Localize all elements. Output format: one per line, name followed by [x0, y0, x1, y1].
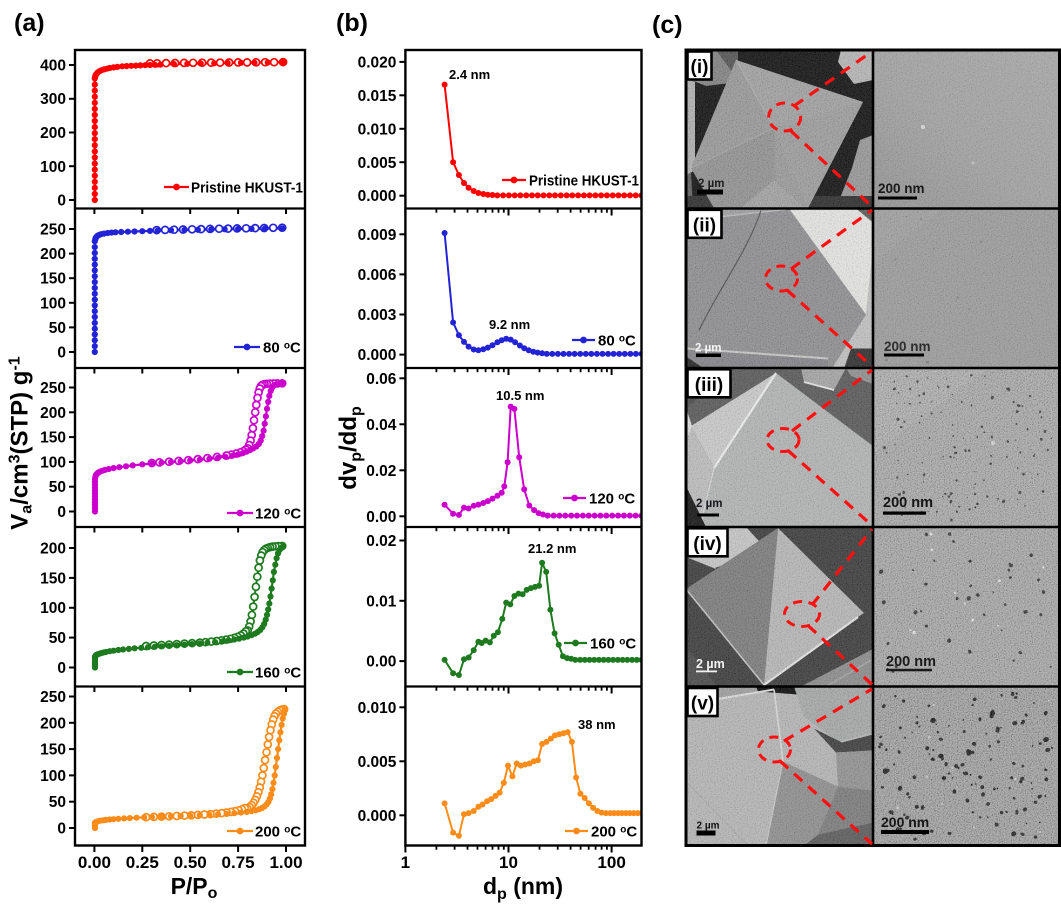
svg-text:160 oC: 160 oC — [590, 636, 636, 653]
svg-text:0.02: 0.02 — [366, 463, 396, 480]
svg-text:200: 200 — [40, 405, 66, 422]
svg-text:0.003: 0.003 — [358, 307, 397, 324]
svg-text:100: 100 — [40, 159, 66, 176]
svg-text:50: 50 — [49, 479, 66, 496]
svg-text:21.2 nm: 21.2 nm — [528, 541, 576, 556]
svg-text:2.4 nm: 2.4 nm — [449, 67, 490, 82]
svg-text:200: 200 — [40, 715, 66, 732]
svg-text:0.75: 0.75 — [222, 853, 255, 872]
svg-text:100: 100 — [40, 454, 66, 471]
svg-text:100: 100 — [597, 853, 625, 872]
svg-text:120 oC: 120 oC — [255, 506, 301, 523]
svg-text:200 nm: 200 nm — [884, 339, 931, 354]
svg-text:Pristine HKUST-1: Pristine HKUST-1 — [191, 180, 303, 197]
svg-text:200 nm: 200 nm — [883, 495, 933, 511]
svg-text:120 oC: 120 oC — [589, 491, 635, 508]
svg-text:0.000: 0.000 — [358, 188, 397, 205]
svg-text:1: 1 — [401, 853, 410, 872]
svg-text:0.006: 0.006 — [358, 267, 397, 284]
svg-text:0.005: 0.005 — [358, 155, 397, 172]
svg-text:0.020: 0.020 — [358, 54, 397, 71]
svg-text:0.005: 0.005 — [358, 754, 397, 771]
svg-text:150: 150 — [40, 570, 66, 587]
svg-text:0: 0 — [57, 821, 66, 838]
svg-text:0.06: 0.06 — [366, 371, 397, 388]
svg-text:300: 300 — [40, 91, 66, 108]
svg-text:38 nm: 38 nm — [578, 717, 616, 732]
svg-text:2 µm: 2 µm — [697, 821, 720, 832]
svg-text:10.5 nm: 10.5 nm — [496, 388, 544, 403]
svg-text:150: 150 — [40, 742, 66, 759]
svg-text:200 nm: 200 nm — [881, 814, 929, 830]
svg-text:0.000: 0.000 — [358, 808, 397, 825]
svg-text:250: 250 — [40, 222, 66, 239]
svg-text:(v): (v) — [691, 694, 714, 715]
svg-text:400: 400 — [40, 58, 66, 75]
svg-text:200: 200 — [40, 246, 66, 263]
svg-text:0.02: 0.02 — [366, 533, 396, 550]
svg-text:0: 0 — [57, 504, 66, 521]
svg-text:200 nm: 200 nm — [878, 181, 925, 196]
svg-text:80 oC: 80 oC — [598, 333, 636, 350]
svg-text:0: 0 — [57, 345, 66, 362]
svg-text:100: 100 — [40, 768, 66, 785]
svg-text:0.009: 0.009 — [358, 227, 397, 244]
svg-text:150: 150 — [40, 430, 66, 447]
svg-text:0.00: 0.00 — [366, 654, 396, 671]
svg-text:0.00: 0.00 — [78, 853, 111, 872]
svg-text:0.01: 0.01 — [366, 593, 397, 610]
svg-text:2 µm: 2 µm — [695, 343, 721, 355]
svg-text:Va/cm3(STP) g-1: Va/cm3(STP) g-1 — [7, 356, 36, 530]
svg-text:2 µm: 2 µm — [698, 178, 724, 190]
svg-text:250: 250 — [40, 380, 66, 397]
svg-text:0: 0 — [57, 193, 66, 210]
svg-text:0.010: 0.010 — [358, 700, 397, 717]
svg-text:0.00: 0.00 — [366, 509, 396, 526]
svg-text:50: 50 — [49, 794, 66, 811]
svg-text:200 nm: 200 nm — [886, 654, 936, 670]
svg-text:0.000: 0.000 — [358, 347, 397, 364]
svg-text:200 oC: 200 oC — [255, 824, 301, 841]
svg-text:160 oC: 160 oC — [255, 665, 301, 682]
svg-text:(i): (i) — [691, 57, 709, 78]
svg-text:0.015: 0.015 — [358, 88, 397, 105]
svg-text:0.010: 0.010 — [358, 121, 397, 138]
svg-text:dvp/ddp: dvp/ddp — [335, 406, 365, 490]
svg-text:0: 0 — [57, 660, 66, 677]
svg-text:200 oC: 200 oC — [591, 824, 637, 841]
svg-text:10: 10 — [499, 853, 518, 872]
svg-text:0.25: 0.25 — [126, 853, 159, 872]
svg-text:100: 100 — [40, 295, 66, 312]
svg-text:0.50: 0.50 — [174, 853, 207, 872]
svg-text:0.04: 0.04 — [366, 417, 397, 434]
svg-text:2 µm: 2 µm — [696, 657, 725, 671]
svg-text:2 µm: 2 µm — [696, 498, 722, 510]
svg-text:150: 150 — [40, 271, 66, 288]
svg-text:80 oC: 80 oC — [263, 340, 301, 357]
svg-text:250: 250 — [40, 689, 66, 706]
svg-text:Pristine HKUST-1: Pristine HKUST-1 — [529, 173, 639, 190]
svg-text:50: 50 — [49, 630, 66, 647]
svg-text:(c): (c) — [652, 11, 683, 39]
svg-text:(ii): (ii) — [693, 215, 716, 236]
svg-text:(b): (b) — [336, 9, 368, 37]
svg-text:100: 100 — [40, 600, 66, 617]
svg-text:1.00: 1.00 — [269, 853, 302, 872]
svg-text:dp (nm): dp (nm) — [483, 873, 563, 903]
svg-text:200: 200 — [40, 541, 66, 558]
svg-text:200: 200 — [40, 125, 66, 142]
svg-text:(iii): (iii) — [695, 375, 724, 396]
svg-text:9.2 nm: 9.2 nm — [489, 317, 530, 332]
svg-text:(a): (a) — [14, 9, 45, 37]
svg-text:(iv): (iv) — [693, 534, 722, 555]
svg-text:50: 50 — [49, 320, 66, 337]
